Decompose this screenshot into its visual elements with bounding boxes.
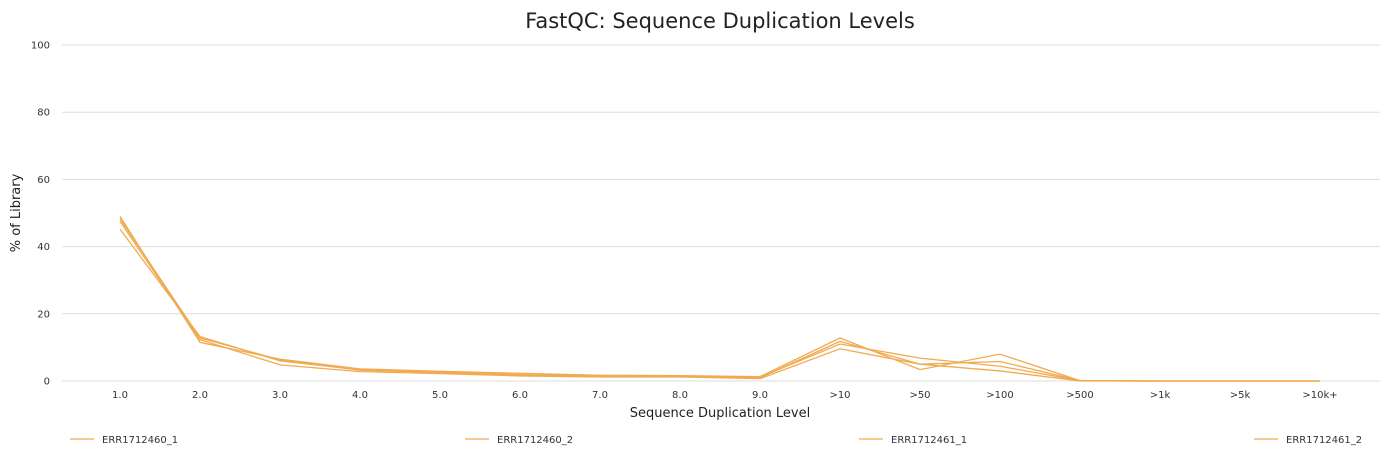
- y-axis-label: % of Library: [9, 173, 24, 252]
- y-tick-label: 20: [37, 309, 50, 320]
- y-tick-label: 100: [31, 41, 50, 52]
- x-tick-label: 4.0: [352, 390, 368, 401]
- y-tick-label: 40: [37, 242, 50, 253]
- x-tick-label: 1.0: [112, 390, 128, 401]
- series-line-ERR1712460_2: [119, 228, 1320, 382]
- y-tick-label: 60: [37, 175, 50, 186]
- series-line-ERR1712461_1: [119, 221, 1320, 382]
- y-tick-labels: 0 20 40 60 80 100: [31, 41, 50, 388]
- x-tick-label: >10k+: [1302, 390, 1337, 401]
- y-tick-label: 0: [44, 377, 50, 388]
- legend-label: ERR1712461_2: [1286, 435, 1362, 446]
- legend-item[interactable]: ERR1712461_2: [1254, 435, 1362, 446]
- legend-label: ERR1712460_1: [102, 435, 178, 446]
- x-tick-label: >1k: [1150, 390, 1171, 401]
- chart-title: FastQC: Sequence Duplication Levels: [525, 9, 915, 33]
- series-lines: [119, 216, 1320, 382]
- x-tick-label: >100: [986, 390, 1013, 401]
- x-tick-label: 3.0: [272, 390, 288, 401]
- x-tick-label: 2.0: [192, 390, 208, 401]
- grid-lines: [62, 44, 1380, 382]
- x-tick-label: 8.0: [672, 390, 688, 401]
- legend: ERR1712460_1 ERR1712460_2 ERR1712461_1 ERR1…: [70, 435, 1362, 446]
- x-tick-label: >5k: [1230, 390, 1251, 401]
- legend-item[interactable]: ERR1712460_1: [70, 435, 178, 446]
- x-tick-label: >500: [1066, 390, 1093, 401]
- x-tick-labels: 1.0 2.0 3.0 4.0 5.0 6.0 7.0 8.0 9.0 >10 >50 >100 >50…: [112, 390, 1338, 401]
- legend-item[interactable]: ERR1712460_2: [465, 435, 573, 446]
- legend-label: ERR1712460_2: [497, 435, 573, 446]
- series-line-ERR1712460_1: [119, 216, 1320, 382]
- legend-label: ERR1712461_1: [891, 435, 967, 446]
- x-axis-label: Sequence Duplication Level: [630, 406, 810, 421]
- x-tick-label: >50: [909, 390, 930, 401]
- legend-item[interactable]: ERR1712461_1: [859, 435, 967, 446]
- x-tick-label: 6.0: [512, 390, 528, 401]
- y-tick-label: 80: [37, 108, 50, 119]
- x-tick-label: 9.0: [752, 390, 768, 401]
- x-tick-label: 5.0: [432, 390, 448, 401]
- x-tick-label: >10: [829, 390, 850, 401]
- x-tick-label: 7.0: [592, 390, 608, 401]
- series-line-ERR1712461_2: [119, 218, 1320, 382]
